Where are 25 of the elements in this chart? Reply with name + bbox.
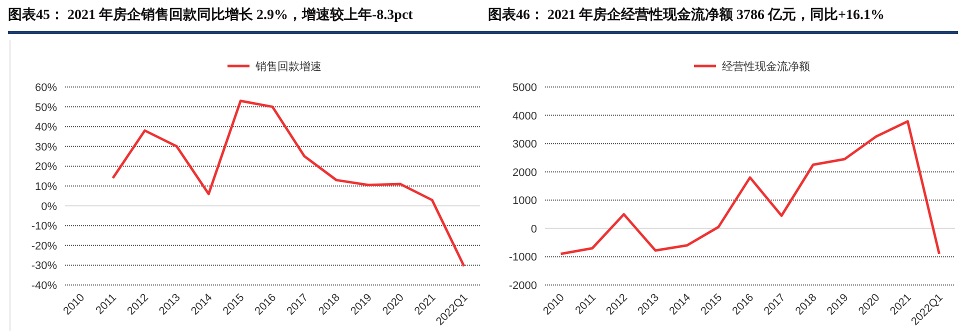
y-tick-label: 1000 [512,195,537,208]
y-tick-label: 0% [41,200,58,213]
y-tick-label: -2000 [508,280,537,292]
y-tick-label: 4000 [512,110,537,122]
y-tick-label: -1000 [508,252,537,264]
y-tick-label: 0 [530,223,537,236]
y-tick-label: -40% [31,280,58,292]
y-tick-label: 10% [34,181,58,193]
y-tick-label: 5000 [512,82,537,94]
chart-title: 图表46： 2021 年房企经营性现金流净额 3786 亿元，同比+16.1% [488,6,884,24]
y-tick-label: -10% [31,220,58,233]
line-series [112,100,466,268]
line-series [560,120,940,256]
chart-title: 图表45： 2021 年房企销售回款同比增长 2.9%，增速较上年-8.3pct [8,6,413,24]
legend-label: 销售回款增速 [254,60,322,73]
legend-label: 经营性现金流净额 [722,60,810,73]
y-tick-label: 2000 [512,166,537,179]
y-tick-label: 30% [34,141,58,154]
y-tick-label: 50% [34,102,58,114]
y-tick-label: 60% [34,82,58,94]
y-tick-label: -20% [31,240,58,252]
y-tick-label: 3000 [512,138,537,151]
y-tick-label: 40% [34,122,58,134]
y-tick-label: 20% [34,161,58,174]
y-tick-label: -30% [31,260,58,272]
